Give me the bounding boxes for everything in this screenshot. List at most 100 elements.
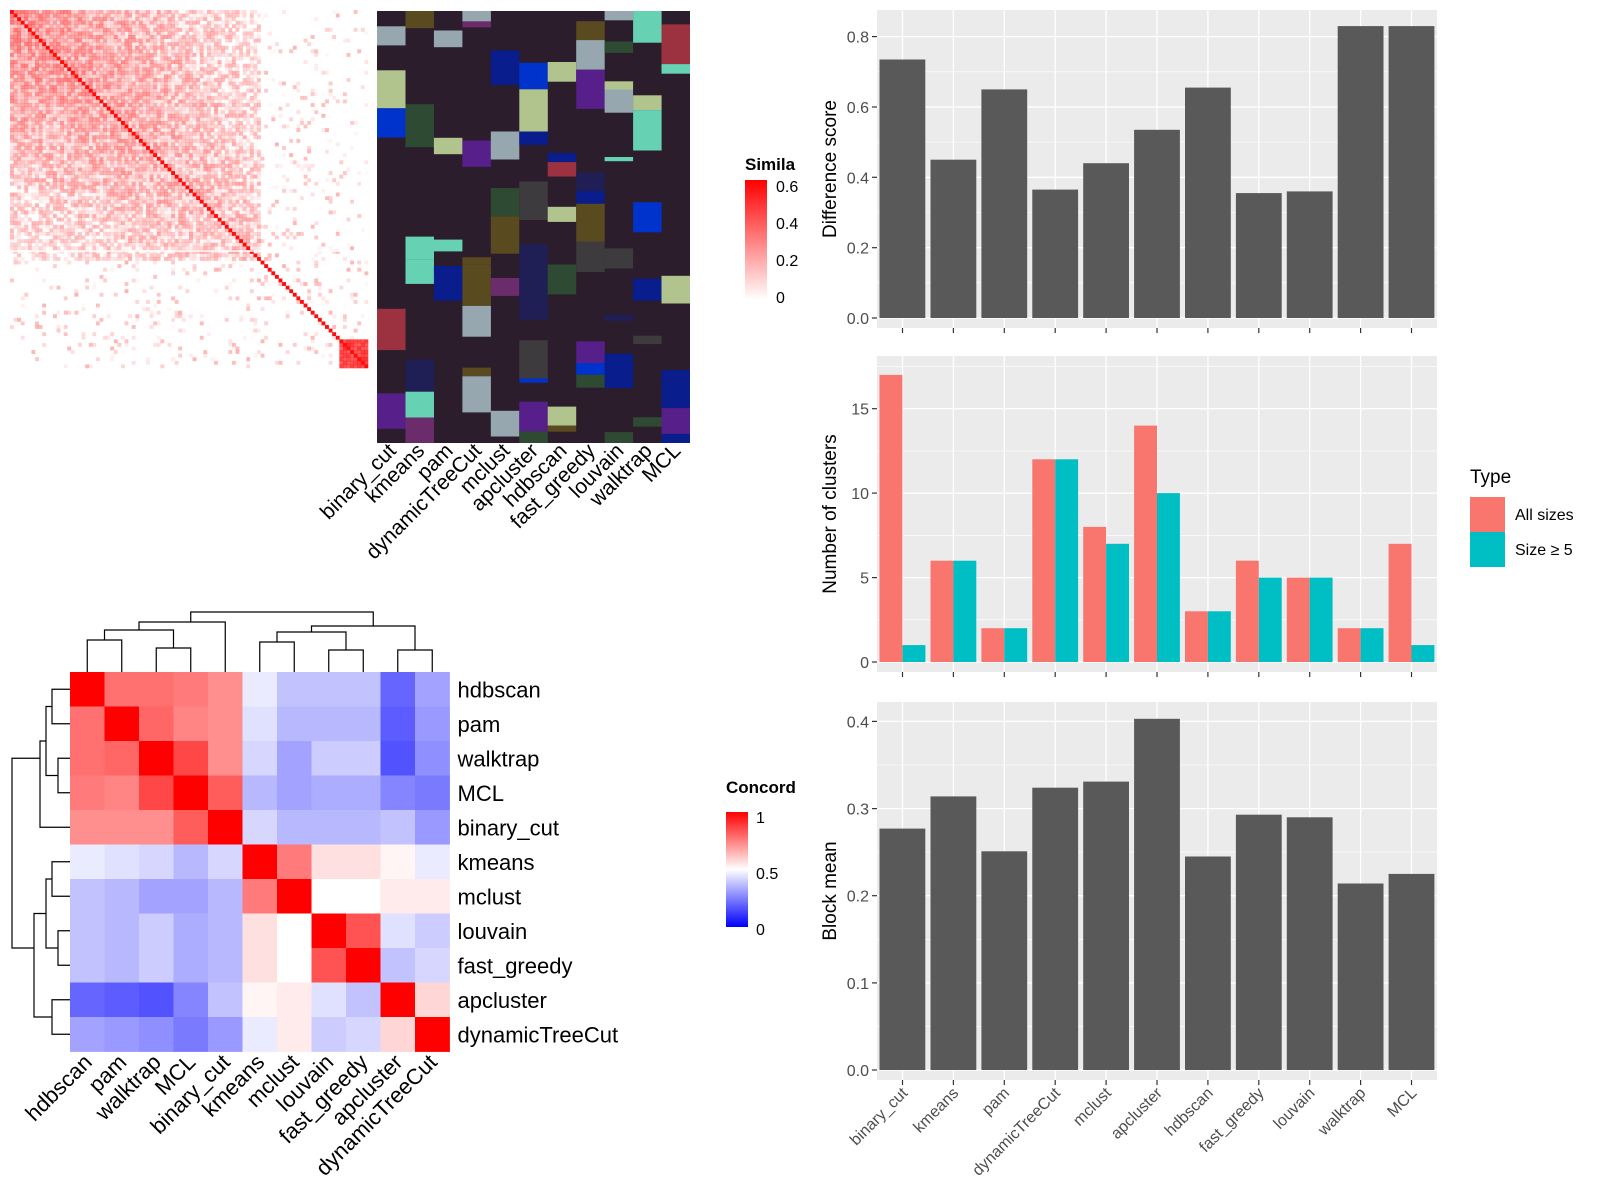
similarity-cell (70, 138, 75, 143)
similarity-cell (160, 113, 165, 118)
similarity-cell (217, 196, 222, 201)
similarity-cell (163, 120, 168, 125)
similarity-cell (99, 10, 104, 14)
similarity-cell (146, 113, 150, 118)
similarity-cell (88, 67, 93, 72)
similarity-cell (42, 257, 47, 261)
similarity-cell (99, 95, 104, 100)
similarity-cell (103, 106, 107, 111)
similarity-cell (185, 149, 190, 154)
similarity-cell (146, 74, 150, 79)
similarity-heatmap (10, 10, 690, 369)
similarity-cell (146, 99, 150, 104)
similarity-cell (214, 110, 218, 115)
similarity-cell (135, 106, 140, 111)
similarity-cell (224, 106, 229, 111)
similarity-cell (206, 67, 211, 72)
similarity-cell (217, 153, 222, 158)
similarity-cell (103, 160, 107, 165)
similarity-cell (149, 196, 154, 201)
similarity-cell (27, 120, 32, 125)
similarity-cell (70, 120, 75, 125)
similarity-cell (42, 45, 47, 50)
similarity-cell (24, 31, 29, 36)
similarity-cell (228, 13, 233, 18)
similarity-cell (13, 257, 18, 261)
similarity-cell (99, 257, 104, 261)
similarity-cell (171, 296, 175, 301)
similarity-cell (31, 17, 36, 22)
similarity-cell (189, 52, 193, 57)
similarity-cell (210, 246, 215, 251)
similarity-cell (131, 246, 136, 251)
similarity-cell (242, 103, 247, 107)
similarity-cell (307, 120, 312, 125)
similarity-cell (17, 120, 22, 125)
similarity-cell (88, 74, 93, 79)
similarity-cell (149, 239, 154, 243)
similarity-cell (17, 110, 22, 115)
similarity-cell (224, 113, 229, 118)
similarity-cell (242, 156, 247, 161)
similarity-cell (78, 99, 82, 104)
similarity-cell (81, 52, 86, 57)
similarity-cell (239, 224, 243, 229)
similarity-cell (138, 153, 143, 158)
similarity-cell (171, 24, 175, 29)
similarity-cell (20, 156, 25, 161)
similarity-cell (24, 210, 29, 215)
similarity-cell (103, 135, 107, 140)
similarity-cell (167, 85, 172, 90)
similarity-cell (156, 124, 161, 129)
similarity-cell (228, 35, 233, 39)
similarity-cell (56, 224, 61, 229)
similarity-cell (74, 153, 79, 158)
similarity-cell (192, 10, 197, 14)
similarity-cell (113, 174, 118, 179)
similarity-cell (103, 246, 107, 251)
similarity-cell (60, 13, 64, 18)
similarity-cell (203, 192, 208, 197)
similarity-cell (131, 178, 136, 183)
similarity-cell (228, 224, 233, 229)
similarity-cell (271, 271, 276, 276)
similarity-cell (214, 246, 218, 251)
similarity-cell (149, 257, 154, 261)
similarity-cell (38, 192, 43, 197)
similarity-cell (49, 181, 54, 186)
similarity-cell (49, 285, 54, 290)
similarity-cell (249, 221, 254, 226)
similarity-cell (142, 124, 147, 129)
similarity-cell (185, 81, 190, 86)
similarity-cell (224, 192, 229, 197)
similarity-cell (124, 224, 129, 229)
similarity-cell (149, 10, 154, 14)
similarity-cell (120, 27, 125, 32)
similarity-cell (249, 189, 254, 193)
similarity-cell (49, 221, 54, 226)
similarity-cell (56, 124, 61, 129)
similarity-cell (113, 167, 118, 172)
similarity-cell (74, 199, 79, 204)
similarity-cell (28, 225, 32, 229)
similarity-cell (167, 214, 172, 218)
similarity-cell (167, 88, 172, 93)
similarity-cell (175, 17, 179, 21)
similarity-cell (214, 178, 218, 183)
similarity-cell (35, 67, 39, 72)
similarity-cell (360, 314, 365, 319)
similarity-cell (224, 174, 229, 179)
similarity-cell (106, 231, 111, 236)
similarity-cell (146, 203, 150, 208)
similarity-cell (167, 42, 172, 47)
similarity-cell (178, 235, 183, 240)
similarity-cell (88, 156, 93, 161)
similarity-cell (31, 13, 36, 18)
similarity-cell (131, 120, 136, 125)
similarity-cell (246, 52, 251, 57)
similarity-cell (117, 49, 122, 54)
similarity-cell (110, 171, 115, 175)
similarity-cell (210, 70, 215, 75)
similarity-cell (328, 92, 333, 97)
similarity-cell (142, 239, 147, 243)
